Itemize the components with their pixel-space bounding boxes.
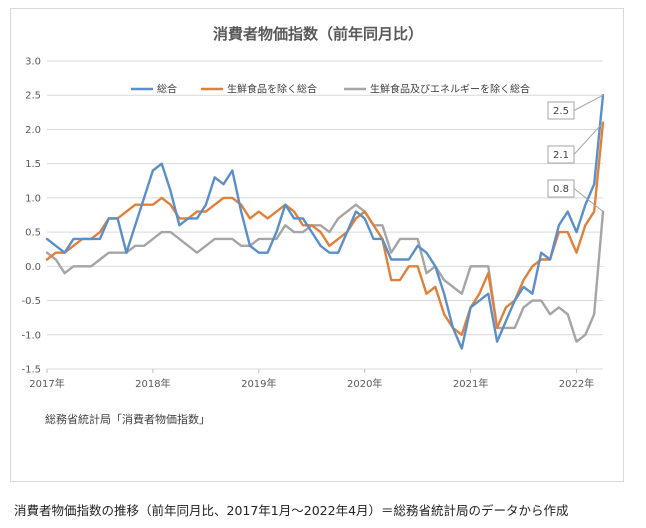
x-tick-label: 2020年 xyxy=(347,377,382,390)
legend: 総合 生鮮食品を除く総合 生鮮食品及びエネルギーを除く総合 xyxy=(131,83,530,96)
legend-label: 生鮮食品及びエネルギーを除く総合 xyxy=(370,83,530,96)
legend-label: 生鮮食品を除く総合 xyxy=(227,83,317,96)
callout-leader xyxy=(573,188,604,212)
y-tick-label: 3.0 xyxy=(25,57,41,68)
chart-svg: 消費者物価指数（前年同月比） -1.5 -1.0 -0.5 0.0 0.5 1.0 1.5 2… xyxy=(21,25,605,391)
chart-frame: 消費者物価指数（前年同月比） -1.5 -1.0 -0.5 0.0 0.5 1.0 1.5 2… xyxy=(10,8,624,482)
series-line-2 xyxy=(45,203,605,343)
y-tick-label: 0.5 xyxy=(25,228,41,239)
x-tick-label: 2017年 xyxy=(29,377,64,390)
callout-box xyxy=(547,179,575,198)
series-line-1 xyxy=(45,121,605,336)
callout-box xyxy=(547,145,575,164)
grid-layer xyxy=(47,60,603,370)
series-line-0 xyxy=(45,94,605,350)
y-tick-label: -0.5 xyxy=(21,296,41,307)
x-tick-label: 2021年 xyxy=(453,377,488,390)
callout-leader xyxy=(573,122,604,155)
chart-title: 消費者物価指数（前年同月比） xyxy=(213,25,423,43)
y-tick-label: 2.5 xyxy=(25,91,41,102)
y-tick-label: 1.5 xyxy=(25,159,41,170)
axis-layer: -1.5 -1.0 -0.5 0.0 0.5 1.0 1.5 2.0 2.5 3.0 2017年 20… xyxy=(21,57,594,391)
y-tick-label: -1.0 xyxy=(21,330,41,341)
figure-caption: 消費者物価指数の推移（前年同月比、2017年1月～2022年4月）＝総務省統計局… xyxy=(14,503,569,518)
callouts: 2.5 2.1 0.8 xyxy=(547,94,604,212)
y-tick-label: 2.0 xyxy=(25,125,41,136)
callout-label: 0.8 xyxy=(553,184,569,195)
callout-box xyxy=(547,101,575,120)
y-tick-label: 0.0 xyxy=(25,262,41,273)
source-note: 総務省統計局「消費者物価指数」 xyxy=(45,413,210,426)
callout-leader xyxy=(573,94,604,111)
callout-label: 2.1 xyxy=(553,150,569,161)
x-tick-label: 2018年 xyxy=(135,377,170,390)
x-tick-label: 2022年 xyxy=(559,377,594,390)
y-tick-label: 1.0 xyxy=(25,193,41,204)
x-tick-label: 2019年 xyxy=(241,377,276,390)
series-layer xyxy=(45,94,605,350)
callout-label: 2.5 xyxy=(553,106,569,117)
y-tick-label: -1.5 xyxy=(21,365,41,376)
legend-label: 総合 xyxy=(157,83,177,96)
